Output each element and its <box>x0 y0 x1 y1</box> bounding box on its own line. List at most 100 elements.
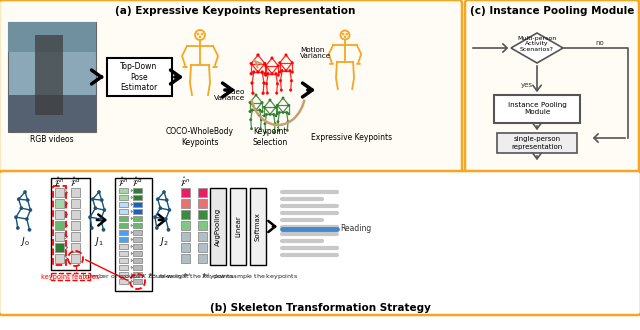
Circle shape <box>159 207 162 210</box>
Bar <box>115 178 152 291</box>
Bar <box>198 221 207 230</box>
Circle shape <box>103 208 106 212</box>
Circle shape <box>346 33 348 35</box>
Circle shape <box>260 118 262 121</box>
Circle shape <box>332 63 333 65</box>
Circle shape <box>249 110 251 113</box>
Circle shape <box>252 92 254 95</box>
Text: keypoint features: keypoint features <box>41 274 100 280</box>
Circle shape <box>289 89 292 91</box>
Circle shape <box>20 207 23 210</box>
Circle shape <box>26 198 29 202</box>
Circle shape <box>264 123 266 125</box>
Circle shape <box>276 113 278 115</box>
Bar <box>55 188 64 197</box>
Circle shape <box>155 226 159 230</box>
Bar <box>133 265 142 270</box>
Text: $\hat{\mathcal{F}}^d$: $\hat{\mathcal{F}}^d$ <box>132 175 143 189</box>
Text: Video
Variance: Video Variance <box>214 88 245 102</box>
Circle shape <box>168 208 171 212</box>
Circle shape <box>259 109 261 111</box>
Bar <box>119 209 128 214</box>
Bar <box>119 188 128 193</box>
Circle shape <box>94 207 97 210</box>
Circle shape <box>263 106 266 108</box>
Circle shape <box>261 71 264 73</box>
Circle shape <box>344 36 346 38</box>
Circle shape <box>261 110 263 113</box>
Text: COCO-WholeBody
Keypoints: COCO-WholeBody Keypoints <box>166 127 234 147</box>
Circle shape <box>276 82 278 85</box>
Circle shape <box>201 33 203 35</box>
Circle shape <box>282 97 284 99</box>
Circle shape <box>97 190 100 194</box>
Bar <box>55 199 64 208</box>
Circle shape <box>278 129 280 132</box>
Text: (a) Expressive Keypoints Representation: (a) Expressive Keypoints Representation <box>115 6 355 16</box>
Circle shape <box>264 72 266 75</box>
Circle shape <box>250 128 253 130</box>
Text: Linear: Linear <box>235 215 241 237</box>
Text: Multi-person
Activity
Scenarios?: Multi-person Activity Scenarios? <box>517 36 557 52</box>
Circle shape <box>250 118 252 121</box>
Bar <box>198 243 207 252</box>
Bar <box>198 210 207 219</box>
Circle shape <box>261 101 263 104</box>
Circle shape <box>275 115 277 117</box>
Bar <box>71 243 80 252</box>
Circle shape <box>199 36 201 38</box>
Text: (b) Skeleton Transformation Strategy: (b) Skeleton Transformation Strategy <box>209 303 431 313</box>
Bar <box>119 251 128 256</box>
Bar <box>55 221 64 230</box>
Circle shape <box>269 99 271 101</box>
Bar <box>133 244 142 249</box>
Circle shape <box>91 198 94 201</box>
Bar <box>181 232 190 241</box>
Circle shape <box>278 62 281 64</box>
Text: (c) Instance Pooling Module: (c) Instance Pooling Module <box>470 6 634 16</box>
Circle shape <box>342 33 344 35</box>
Circle shape <box>281 69 284 72</box>
Bar <box>8 22 96 52</box>
Bar <box>55 210 64 219</box>
Text: Expressive Keypoints: Expressive Keypoints <box>312 133 392 142</box>
Text: Reading: Reading <box>340 224 371 233</box>
Bar <box>119 216 128 221</box>
Bar <box>230 188 246 265</box>
Circle shape <box>163 190 166 194</box>
Bar <box>250 188 266 265</box>
Circle shape <box>214 66 216 68</box>
Text: number of groups $K$ doubles in $\hat{\mathcal{F}}^{d}$: number of groups $K$ doubles in $\hat{\m… <box>84 271 191 282</box>
Circle shape <box>184 66 186 68</box>
Bar <box>198 232 207 241</box>
Circle shape <box>266 92 269 94</box>
Bar <box>55 254 64 263</box>
Circle shape <box>255 109 257 111</box>
Text: $\hat{\mathcal{F}}^{n}$: re-weight the keypoints: $\hat{\mathcal{F}}^{n}$: re-weight the k… <box>147 271 234 282</box>
Bar <box>133 251 142 256</box>
Bar <box>133 258 142 263</box>
Text: ...: ... <box>256 109 264 117</box>
Circle shape <box>251 82 253 84</box>
Bar <box>119 265 128 270</box>
Circle shape <box>212 66 214 68</box>
Bar <box>133 188 142 193</box>
Circle shape <box>88 215 92 219</box>
Circle shape <box>197 33 199 35</box>
Circle shape <box>28 228 31 231</box>
Circle shape <box>99 217 102 221</box>
Text: $\hat{\mathcal{F}}^d$: $\hat{\mathcal{F}}^d$ <box>70 175 81 189</box>
Circle shape <box>257 54 259 56</box>
Circle shape <box>102 228 105 231</box>
Circle shape <box>17 198 20 201</box>
Circle shape <box>279 80 282 82</box>
Bar <box>51 178 90 270</box>
Text: yes: yes <box>521 82 533 88</box>
Text: $J_2$: $J_2$ <box>159 236 169 248</box>
Circle shape <box>164 217 168 221</box>
Bar <box>210 188 226 265</box>
Circle shape <box>265 113 268 116</box>
Circle shape <box>250 72 253 75</box>
Bar <box>119 279 128 284</box>
Bar <box>71 210 80 219</box>
